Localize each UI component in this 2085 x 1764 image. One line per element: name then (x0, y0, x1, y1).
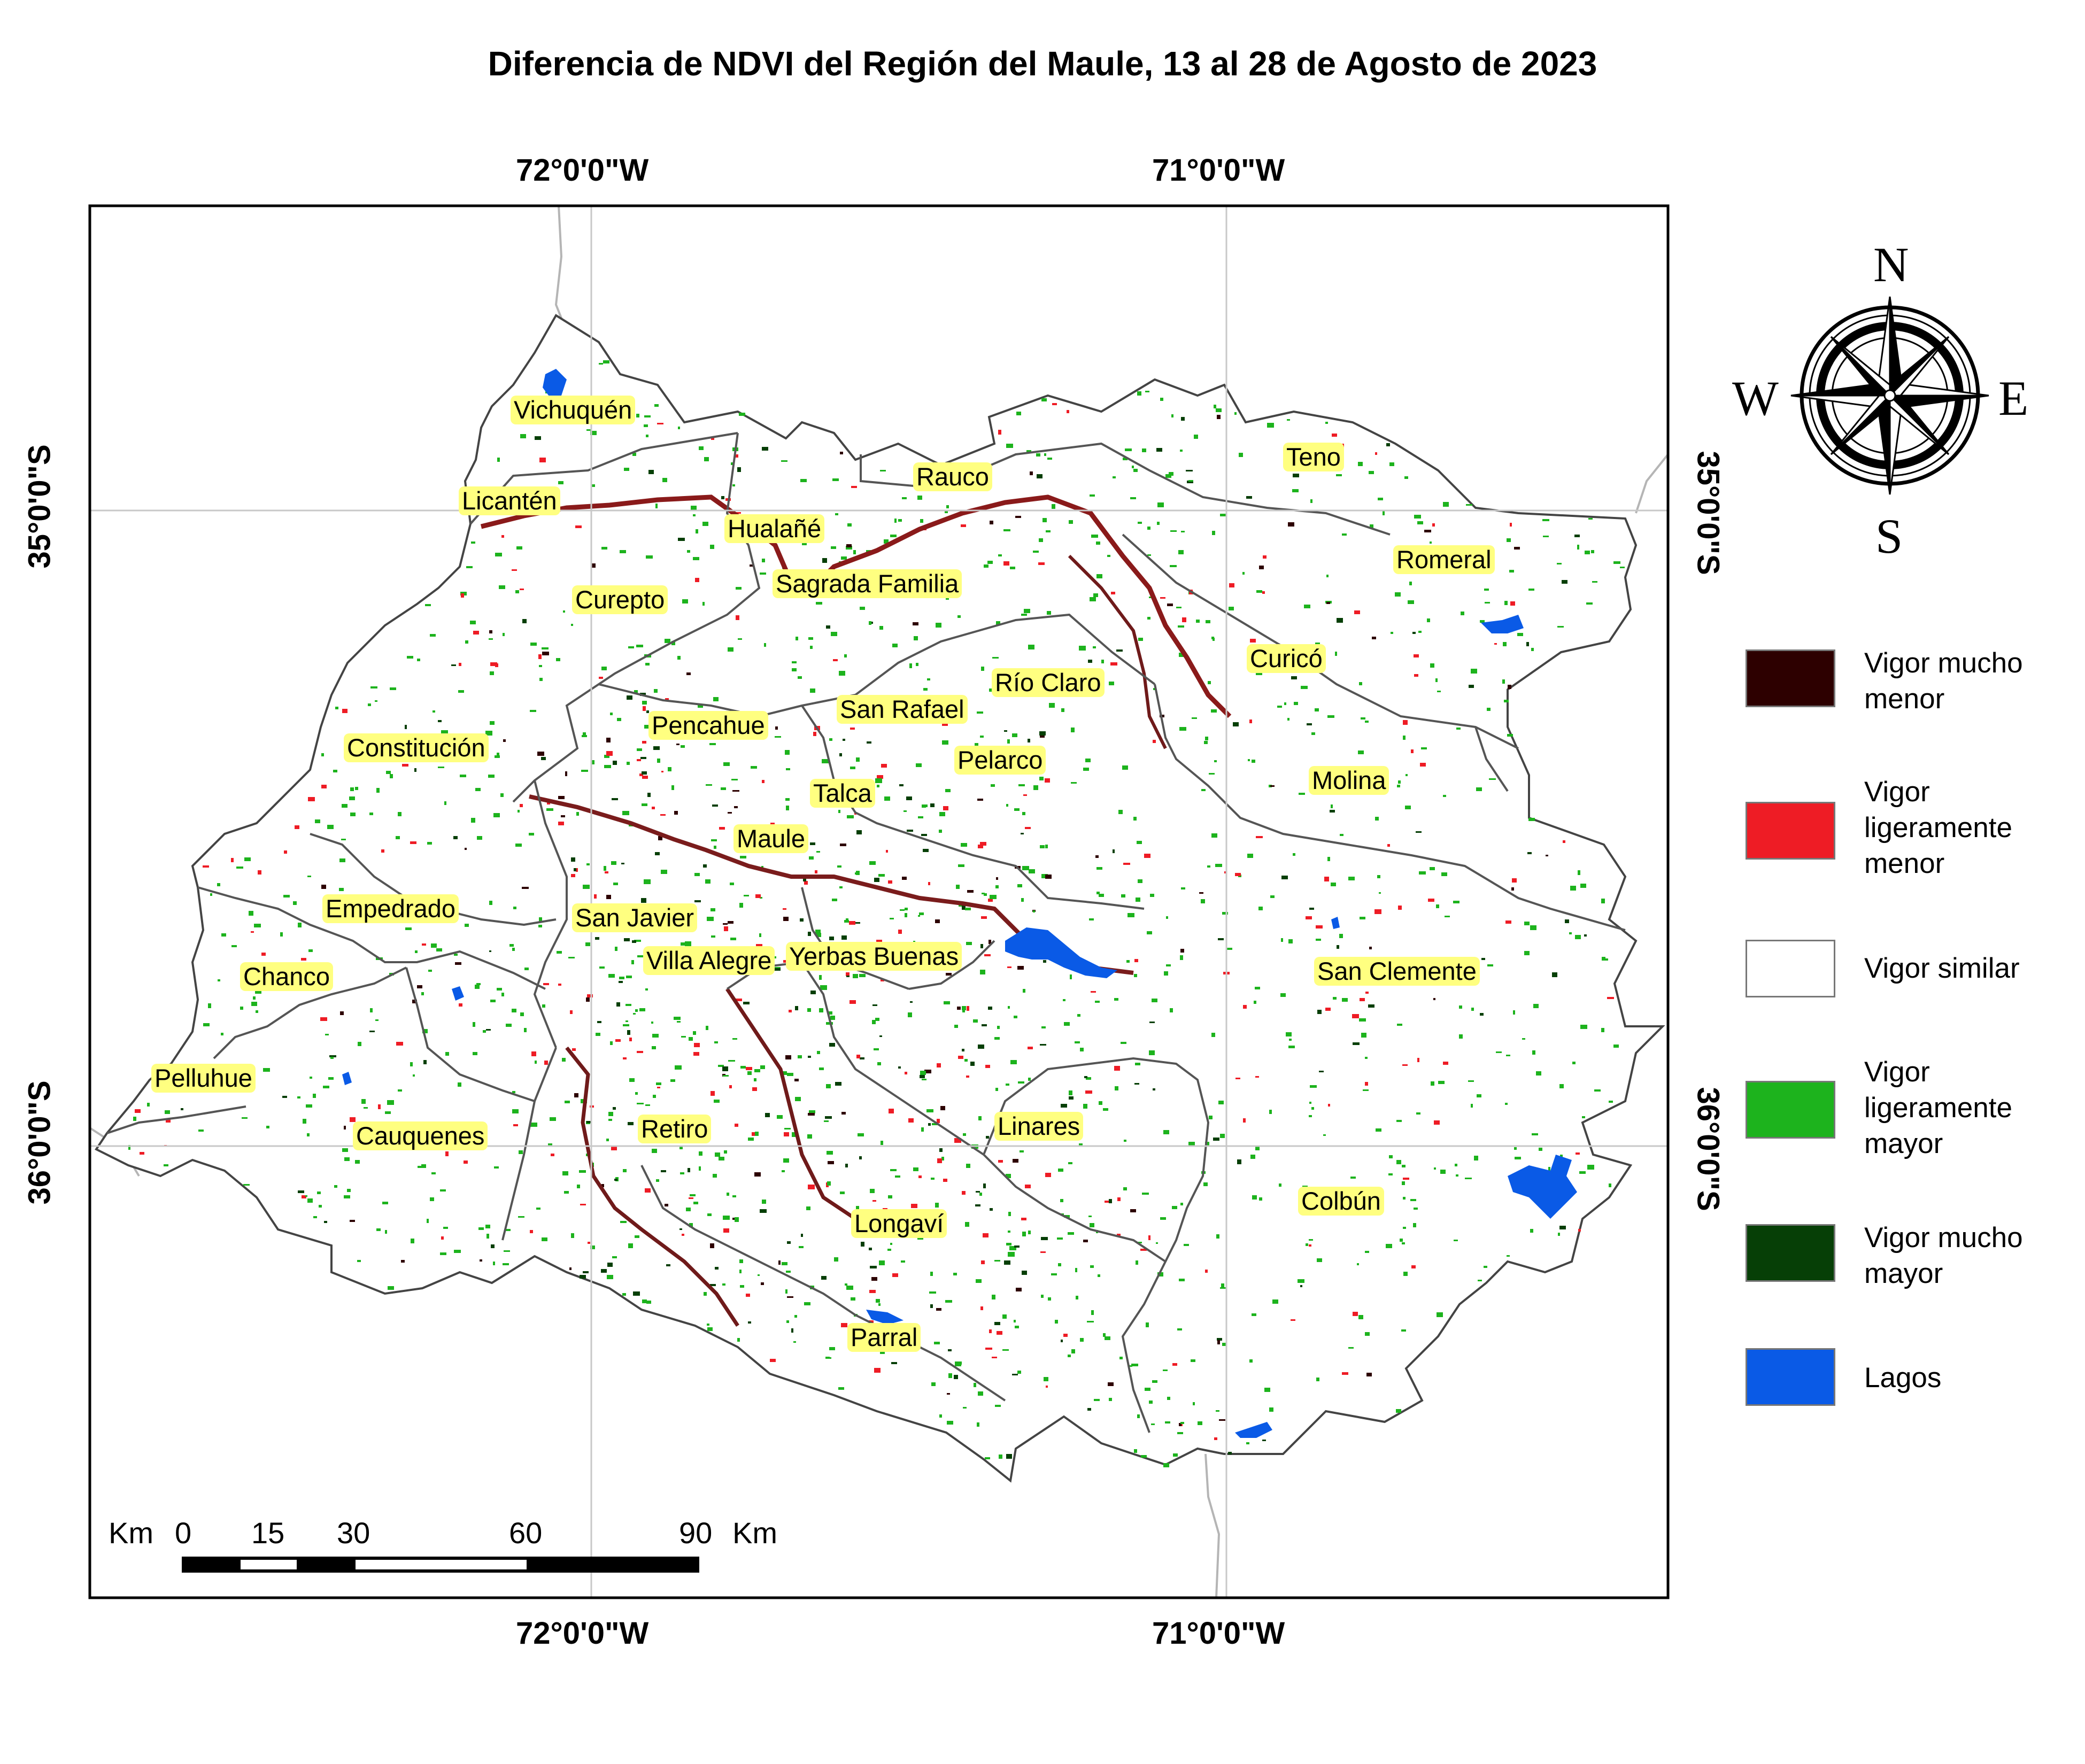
lake-south (1235, 1422, 1272, 1438)
place-label: Longaví (851, 1209, 947, 1238)
place-label: Chanco (240, 962, 333, 991)
place-label: Linares (994, 1112, 1084, 1141)
lat-label-right-36: 36°0'0"S (1690, 1087, 1726, 1211)
place-label: Maule (733, 824, 809, 853)
scale-tick-15: 15 (251, 1516, 285, 1550)
legend-label: Vigor similar (1864, 953, 2020, 984)
map-border (88, 204, 1670, 1599)
place-label: Río Claro (992, 668, 1105, 697)
legend-swatch (1746, 1224, 1835, 1282)
river-mataquito (480, 494, 1232, 718)
legend-label: Lagos (1864, 1362, 1942, 1394)
place-label: San Javier (572, 903, 698, 932)
map-title: Diferencia de NDVI del Región del Maule,… (488, 44, 1597, 83)
scale-tick-0: 0 (175, 1516, 192, 1550)
place-label: Vichuquén (511, 396, 636, 424)
place-label: Pelluhue (151, 1064, 256, 1093)
scale-tick-90: 90 (679, 1516, 713, 1550)
region-outline (95, 314, 1665, 1483)
compass-east: E (1998, 371, 2029, 425)
lake-small-1 (452, 986, 464, 1001)
compass-north: N (1873, 237, 1909, 292)
lon-label-top-72: 72°0'0"W (516, 153, 649, 188)
legend-swatch (1746, 649, 1835, 707)
place-label: Cauquenes (353, 1121, 488, 1150)
scale-unit-right: Km (732, 1516, 777, 1550)
legend-label: Vigor ligeramente mayor (1864, 1056, 2012, 1159)
scale-unit-left: Km (109, 1516, 153, 1550)
lake-vichuquen (543, 369, 567, 398)
lat-label-left-36: 36°0'0"S (22, 1080, 57, 1205)
place-label: Teno (1283, 443, 1344, 471)
scale-tick-60: 60 (509, 1516, 543, 1550)
lat-label-right-35: 35°0'0"S (1690, 451, 1726, 575)
legend-swatch (1746, 1348, 1835, 1406)
scale-tick-30: 30 (337, 1516, 370, 1550)
lat-label-left-35: 35°0'0"S (22, 444, 57, 569)
place-label: San Clemente (1314, 957, 1480, 986)
legend-label: Vigor ligeramente menor (1864, 776, 2012, 879)
ndvi-pixels (128, 360, 1625, 1467)
legend-swatch (1746, 1081, 1835, 1139)
lon-label-top-71: 71°0'0"W (1152, 153, 1285, 188)
place-label: Pencahue (648, 711, 768, 740)
place-label: Sagrada Familia (773, 569, 962, 598)
place-label: Molina (1309, 766, 1389, 795)
lon-label-bottom-71: 71°0'0"W (1152, 1616, 1285, 1651)
place-label: Empedrado (322, 894, 459, 923)
place-label: San Rafael (837, 695, 968, 724)
legend-label: Vigor mucho mayor (1864, 1222, 2023, 1289)
legend-swatch (1746, 802, 1835, 860)
place-label: Talca (810, 779, 875, 808)
place-label: Villa Alegre (643, 946, 775, 975)
map-body (90, 206, 1668, 1598)
lake-small-2 (342, 1072, 352, 1085)
lake-laja (1508, 1155, 1577, 1219)
compass-south: S (1875, 509, 1903, 563)
place-label: Curicó (1247, 644, 1326, 673)
place-label: Romeral (1393, 545, 1495, 574)
place-label: Retiro (638, 1115, 712, 1143)
river-claro (1068, 554, 1167, 749)
lake-colbun (1005, 927, 1117, 978)
place-label: Curepto (572, 585, 668, 614)
lake-small-3 (1331, 917, 1340, 929)
place-label: Rauco (913, 462, 992, 491)
place-label: Colbún (1298, 1187, 1384, 1216)
place-label: Hualañé (724, 514, 825, 543)
scale-bar (182, 1557, 699, 1573)
place-label: Constitución (344, 733, 489, 762)
river-loncomilla (565, 988, 856, 1327)
legend-label: Vigor mucho menor (1864, 647, 2023, 715)
lake-parral (866, 1310, 904, 1325)
lake-romeral (1481, 615, 1524, 633)
legend-swatch (1746, 940, 1835, 997)
place-label: Licantén (459, 486, 560, 515)
lon-label-bottom-72: 72°0'0"W (516, 1616, 649, 1651)
lakes (342, 369, 1577, 1438)
place-label: Parral (847, 1323, 921, 1352)
place-label: Yerbas Buenas (786, 942, 962, 971)
compass-west: W (1732, 371, 1779, 425)
outside-boundary (90, 206, 1668, 1598)
compass-rose (1790, 296, 1989, 495)
place-label: Pelarco (954, 746, 1046, 775)
